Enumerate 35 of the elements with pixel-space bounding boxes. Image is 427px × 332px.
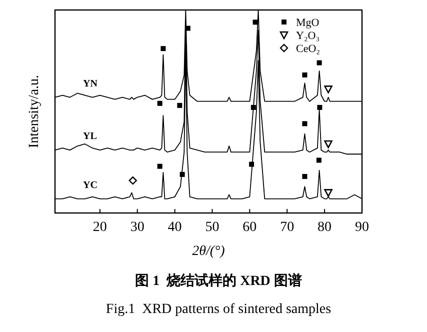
series-label: YC (83, 180, 98, 191)
point (180, 172, 185, 177)
point (324, 86, 332, 94)
text: 图 1 烧结试样的 XRD 图谱 (135, 272, 302, 289)
x-tick-label: 30 (130, 220, 144, 235)
x-tick-label: 70 (280, 220, 294, 235)
x-tick-label: 60 (242, 220, 257, 235)
legend-label: Y₂O₃ (296, 30, 320, 42)
point (316, 158, 322, 163)
series-label: YL (83, 131, 98, 142)
point (250, 104, 256, 110)
x-axis-title: 2θ/(°) (192, 244, 226, 259)
x-tick-label: 20 (92, 220, 107, 235)
x-tick-label: 50 (205, 220, 220, 235)
point (160, 46, 166, 52)
point (302, 174, 308, 179)
x-tick-label: 40 (168, 220, 182, 235)
text: Fig.1 XRD patterns of sintered samples (106, 302, 332, 317)
y-axis-title: Intensity/a.u. (27, 74, 42, 148)
point (157, 164, 162, 169)
point (324, 140, 332, 148)
point (324, 189, 332, 197)
x-tick-label: 80 (318, 220, 332, 235)
point (316, 60, 322, 66)
x-tick-label: 90 (355, 220, 369, 235)
point (302, 72, 308, 78)
point (157, 100, 162, 106)
legend-label: MgO (296, 17, 320, 29)
legend-label: CeO₂ (296, 43, 320, 55)
point (249, 162, 254, 167)
point (302, 121, 308, 126)
series-label: YN (83, 78, 98, 90)
point (177, 102, 182, 108)
point (252, 20, 258, 25)
point (317, 104, 322, 110)
